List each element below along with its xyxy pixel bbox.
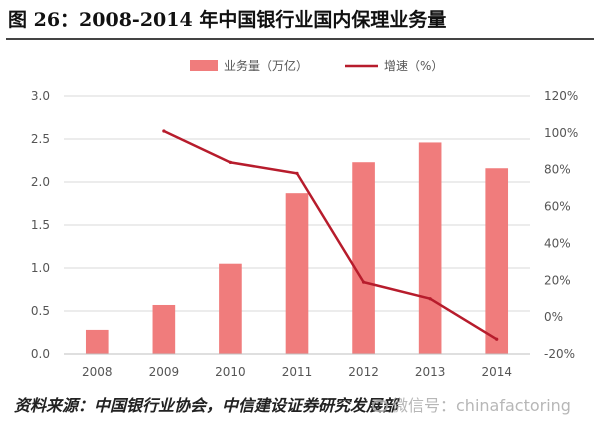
bar <box>352 162 375 354</box>
legend-bar-swatch <box>190 60 218 71</box>
growth-point <box>162 129 166 133</box>
legend-line-label: 增速（%） <box>384 59 443 73</box>
legend-bar-label: 业务量（万亿） <box>224 58 308 73</box>
bar <box>219 263 242 354</box>
y-left-tick-label: 2.5 <box>31 132 50 146</box>
y-left-tick-label: 1.0 <box>31 261 50 275</box>
y-right-tick-label: 40% <box>544 236 571 250</box>
y-left-tick-label: 3.0 <box>31 89 50 103</box>
y-left-tick-label: 2.0 <box>31 175 50 189</box>
bar-series <box>85 142 509 354</box>
growth-point <box>228 160 233 164</box>
combo-chart: 0.0 0.5 1.0 1.5 2.0 2.5 3.0 -20% 0% 20% 40% 60% 80% 1… <box>31 58 578 379</box>
growth-point <box>361 280 366 284</box>
x-tick-label: 2009 <box>149 365 180 379</box>
axes: 0.0 0.5 1.0 1.5 2.0 2.5 3.0 -20% 0% 20% 40% 60% 80% 1… <box>31 89 578 379</box>
wechat-icon <box>372 400 388 412</box>
y-right-tick-label: 20% <box>544 273 571 287</box>
watermark-text: 微信号：chinafactoring <box>392 396 571 415</box>
y-left-tick-label: 0.5 <box>31 304 50 318</box>
growth-point <box>295 171 299 175</box>
bar <box>152 304 176 354</box>
growth-line <box>163 129 498 341</box>
y-right-tick-label: 120% <box>544 89 578 103</box>
title-divider <box>6 38 594 40</box>
y-right-tick-label: 60% <box>544 200 571 214</box>
bar <box>418 142 442 354</box>
y-right-tick-label: 80% <box>544 163 571 177</box>
x-tick-label: 2014 <box>481 365 512 379</box>
x-tick-label: 2012 <box>348 365 379 379</box>
y-right-tick-label: -20% <box>544 347 575 361</box>
source-note: 资料来源：中国银行业协会，中信建设证券研究发展部 <box>14 396 399 415</box>
line-series <box>162 129 499 341</box>
y-left-tick-label: 1.5 <box>31 218 50 232</box>
x-tick-label: 2008 <box>82 365 113 379</box>
x-tick-label: 2010 <box>215 365 246 379</box>
legend: 业务量（万亿） 增速（%） <box>190 58 443 73</box>
bar <box>485 168 509 354</box>
x-tick-label: 2011 <box>282 365 313 379</box>
growth-point <box>495 337 499 341</box>
y-right-tick-label: 0% <box>544 310 563 324</box>
y-left-tick-label: 0.0 <box>31 347 50 361</box>
bar <box>85 329 109 354</box>
figure-title: 图 26：2008-2014 年中国银行业国内保理业务量 <box>8 9 447 31</box>
x-tick-label: 2013 <box>415 365 446 379</box>
bar <box>285 193 309 354</box>
watermark: 微信号：chinafactoring <box>372 392 571 416</box>
y-right-tick-label: 100% <box>544 126 578 140</box>
growth-point <box>428 297 432 301</box>
